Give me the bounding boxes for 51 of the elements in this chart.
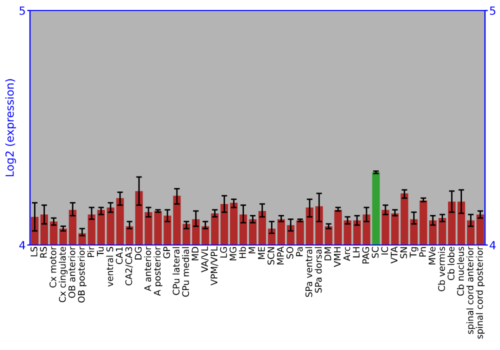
x-tick-label: OB posterior <box>78 246 87 303</box>
x-tick-label: Cb lobe <box>447 246 454 280</box>
x-tick-label: Cb vermis <box>438 246 445 292</box>
y-axis-title: Log2 (expression) <box>5 79 16 176</box>
x-tick-label: OB anterior <box>68 246 76 298</box>
x-tick-label: M <box>248 247 256 254</box>
x-tick-label: Arc <box>343 246 350 261</box>
x-tick-label: A posterior <box>154 246 162 296</box>
x-tick-label: CA1 <box>116 247 123 264</box>
x-tick-label: Cx motor <box>49 246 56 288</box>
x-tick-label: Cb nucleus <box>456 246 464 296</box>
x-tick-label: LS <box>30 246 38 256</box>
x-tick-label: ME <box>258 246 265 259</box>
x-tick-label: DG <box>134 247 142 260</box>
x-tick-label: Cx cingulate <box>58 246 68 302</box>
x-tick-label: MG <box>230 247 236 260</box>
x-tick-label: CA2/CA3 <box>125 247 133 286</box>
x-tick-label: ventral S <box>106 246 114 287</box>
x-tick-label: Pn <box>419 247 426 257</box>
y2-tick-label: 5 <box>490 6 496 15</box>
x-tick-label: LG <box>220 247 227 258</box>
x-tick-label: spinal cord anterior <box>466 246 476 334</box>
x-tick-label: GP <box>163 246 170 258</box>
x-tick-label: DM <box>324 247 332 260</box>
x-tick-label: RS <box>40 246 47 258</box>
x-tick-label: Tg <box>410 247 418 258</box>
x-tick-label: VPM/VPL <box>210 246 218 286</box>
x-tick-label: Pa <box>296 247 303 256</box>
x-tick-label: SC <box>372 246 379 258</box>
x-tick-label: MD <box>192 246 198 260</box>
x-tick-label: SPa ventral <box>305 247 312 297</box>
x-tick-label: MPA <box>277 246 284 264</box>
x-tick-label: Hb <box>238 246 246 258</box>
x-tick-label: VTA <box>390 246 398 264</box>
x-tick-label: CPu medial <box>182 247 190 297</box>
x-tick-label: VA/VL <box>201 246 209 272</box>
x-tick-label: Pir <box>87 246 94 257</box>
x-tick-label: A anterior <box>144 246 152 292</box>
x-tick-label: Tu <box>97 247 104 256</box>
x-tick-label: CPu lateral <box>172 247 180 295</box>
x-tick-label: SO <box>286 246 294 259</box>
x-tick-label: SN <box>400 247 408 258</box>
x-tick-label: spinal cord posterior <box>476 246 485 339</box>
x-tick-label: LH <box>352 247 360 258</box>
x-tick-label: IC <box>381 246 388 254</box>
x-tick-label: VMH <box>334 247 341 268</box>
x-tick-label: MVe <box>428 246 436 264</box>
x-tick-label: SCN <box>268 247 274 265</box>
x-tick-label: SPa dorsal <box>314 247 322 293</box>
y2-tick-label: 4 <box>490 241 496 250</box>
x-tick-label: PAG <box>362 247 370 264</box>
